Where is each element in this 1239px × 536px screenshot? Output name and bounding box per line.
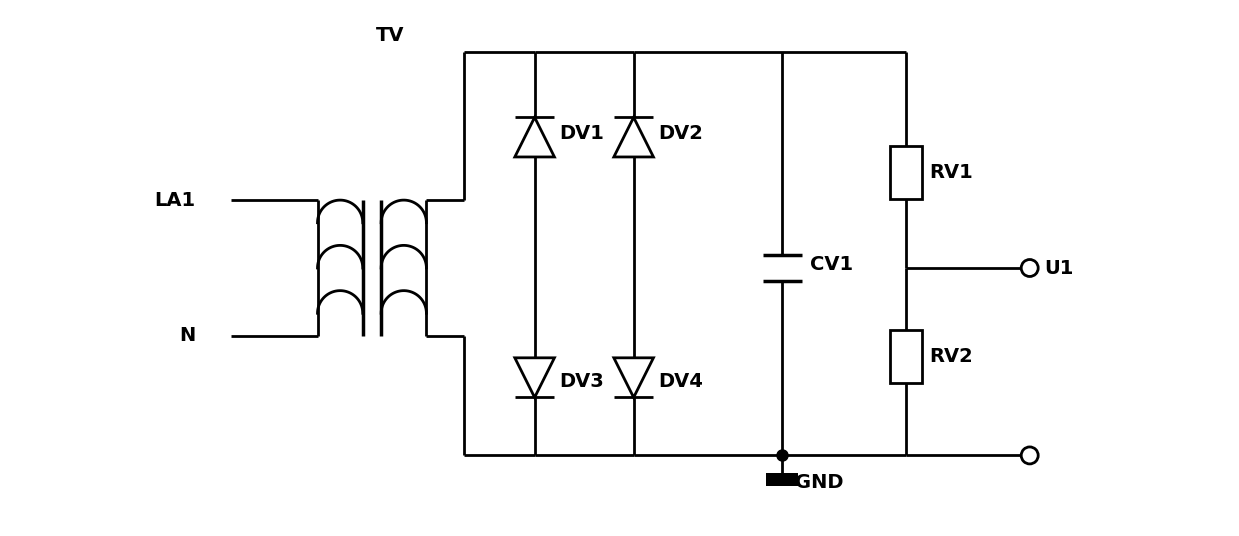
Text: TV: TV [375, 26, 404, 45]
Text: LA1: LA1 [154, 191, 196, 210]
Circle shape [1021, 259, 1038, 277]
Text: N: N [178, 326, 196, 345]
Bar [890, 146, 922, 199]
Bar [766, 473, 798, 486]
Text: GND: GND [795, 473, 844, 492]
Text: CV1: CV1 [810, 255, 854, 274]
Text: U1: U1 [1043, 258, 1073, 278]
Bar [890, 330, 922, 383]
Text: DV4: DV4 [658, 371, 704, 391]
Text: RV1: RV1 [929, 163, 973, 182]
Text: DV2: DV2 [658, 124, 704, 143]
Text: DV3: DV3 [559, 371, 605, 391]
Circle shape [1021, 447, 1038, 464]
Text: RV2: RV2 [929, 347, 973, 366]
Text: DV1: DV1 [559, 124, 605, 143]
